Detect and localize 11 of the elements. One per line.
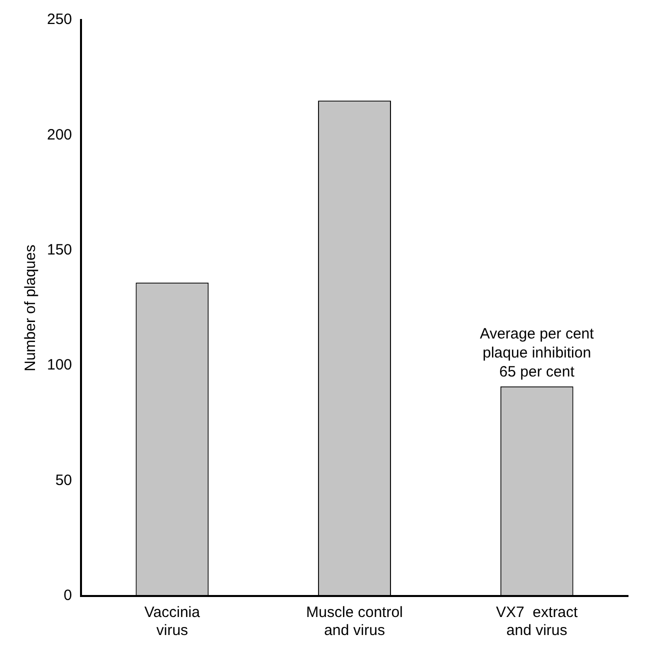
y-tick-label: 200 [46,126,72,144]
y-tick-label: 50 [55,472,72,489]
y-tick-label: 250 [46,11,72,28]
y-axis-title: Number of plaques [22,244,40,372]
y-tick-label: 150 [46,242,72,259]
annotation: Average per cent plaque inhibition 65 per cent [480,325,595,380]
y-tick-label: 100 [46,356,72,374]
x-tick-label: Muscle control and virus [306,604,403,640]
x-tick-label: VX7 extract and virus [496,604,579,640]
y-tick-label: 0 [64,587,72,604]
x-tick-label: Vaccinia virus [144,604,201,640]
